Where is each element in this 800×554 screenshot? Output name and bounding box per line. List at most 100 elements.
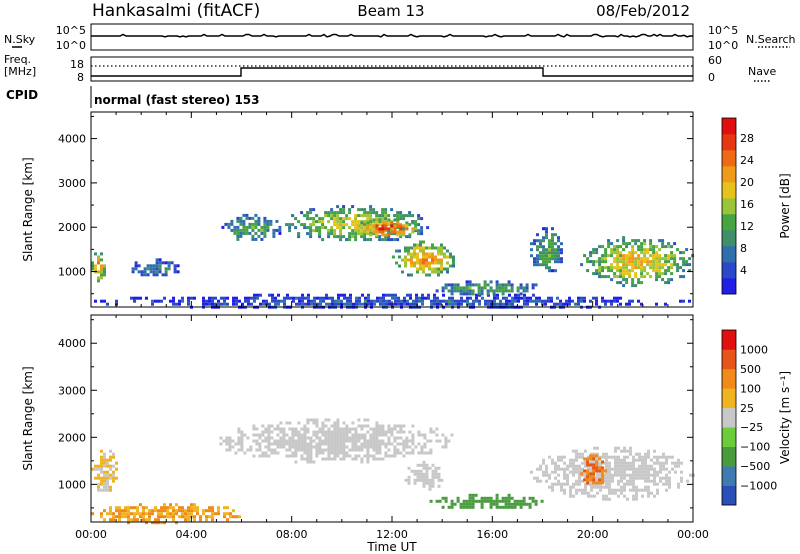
velocity-echo-cell: [605, 467, 608, 471]
velocity-echo-cell: [575, 467, 578, 471]
power-echo-cell: [554, 233, 557, 237]
time-axis: 00:00 04:00 08:00 12:00 16:00 20:00 00:00: [75, 528, 709, 541]
velocity-echo-cell: [223, 515, 226, 519]
velocity-echo-cell: [586, 457, 590, 461]
power-echo-cell: [143, 267, 147, 271]
power-echo-cell: [384, 221, 388, 225]
power-echo-cell: [236, 216, 240, 220]
power-echo-cell: [554, 260, 557, 264]
power-echo-cell: [238, 299, 241, 303]
velocity-echo-cell: [333, 424, 337, 428]
power-echo-cell: [640, 257, 644, 261]
power-echo-cell: [366, 211, 370, 215]
velocity-echo-cell: [336, 418, 340, 422]
velocity-echo-cell: [303, 424, 307, 428]
velocity-echo-cell: [601, 469, 605, 473]
velocity-echo-cell: [306, 460, 310, 464]
velocity-echo-cell: [399, 451, 403, 455]
velocity-echo-cell: [243, 433, 247, 437]
velocity-echo-cell: [109, 512, 112, 516]
velocity-colorbar-tick-label: −1000: [740, 480, 777, 493]
velocity-echo-cell: [399, 424, 403, 428]
velocity-echo-cell: [434, 469, 438, 473]
velocity-echo-cell: [318, 451, 322, 455]
power-echo-cell: [278, 231, 282, 235]
velocity-echo-cell: [294, 442, 298, 446]
velocity-echo-cell: [434, 466, 438, 470]
power-echo-cell: [628, 263, 632, 267]
power-echo-cell: [433, 299, 436, 303]
power-echo-cell: [245, 225, 249, 229]
power-echo-cell: [318, 217, 322, 221]
velocity-echo-cell: [632, 470, 635, 474]
power-echo-cell: [372, 220, 376, 224]
power-echo-cell: [363, 235, 367, 239]
power-echo-cell: [550, 299, 553, 303]
velocity-echo-cell: [620, 467, 623, 471]
velocity-echo-cell: [324, 433, 328, 437]
velocity-echo-cell: [109, 476, 112, 480]
velocity-echo-cell: [566, 464, 569, 468]
power-echo-cell: [422, 252, 425, 256]
velocity-echo-cell: [378, 439, 382, 443]
velocity-echo-cell: [434, 475, 438, 479]
velocity-echo-cell: [357, 448, 361, 452]
velocity-echo-cell: [231, 445, 235, 449]
power-echo-cell: [382, 293, 385, 297]
velocity-echo-cell: [408, 445, 412, 449]
velocity-echo-cell: [384, 454, 388, 458]
velocity-echo-cell: [109, 455, 112, 459]
x-tick-label: 00:00: [75, 528, 107, 541]
velocity-echo-cell: [626, 464, 629, 468]
power-echo-cell: [136, 296, 139, 300]
power-echo-cell: [560, 248, 563, 252]
velocity-echo-cell: [557, 455, 560, 459]
velocity-echo-cell: [363, 433, 367, 437]
velocity-echo-cell: [422, 463, 426, 467]
power-echo-cell: [443, 246, 446, 250]
power-echo-cell: [634, 251, 638, 255]
velocity-echo-cell: [578, 482, 581, 486]
power-echo-cell: [442, 293, 445, 297]
power-echo-cell: [318, 229, 322, 233]
power-echo-cell: [419, 240, 422, 244]
velocity-echo-cell: [345, 451, 349, 455]
power-echo-cell: [493, 296, 496, 300]
power-echo-cell: [178, 302, 181, 306]
power-echo-cell: [397, 302, 400, 306]
power-echo-cell: [477, 286, 481, 290]
power-echo-cell: [493, 299, 496, 303]
power-colorbar-tick-label: 24: [740, 154, 754, 167]
power-echo-cell: [155, 264, 159, 268]
velocity-echo-cell: [115, 509, 118, 513]
power-echo-cell: [263, 225, 267, 229]
velocity-colorbar-swatch: [722, 427, 736, 447]
velocity-echo-cell: [429, 430, 433, 434]
power-echo-cell: [405, 235, 409, 239]
velocity-echo-cell: [569, 458, 572, 462]
velocity-echo-cell: [294, 427, 298, 431]
velocity-echo-cell: [336, 442, 340, 446]
power-echo-cell: [248, 231, 252, 235]
power-echo-cell: [655, 254, 659, 258]
power-echo-cell: [422, 255, 425, 259]
velocity-echo-cell: [357, 418, 361, 422]
power-echo-cell: [415, 293, 418, 297]
power-echo-cell: [466, 296, 469, 300]
velocity-echo-cell: [601, 478, 605, 482]
velocity-echo-cell: [510, 496, 514, 500]
power-echo-cell: [589, 254, 593, 258]
velocity-echo-cell: [282, 430, 286, 434]
velocity-echo-cell: [154, 506, 157, 510]
power-echo-cell: [595, 269, 599, 273]
power-echo-cell: [312, 217, 316, 221]
power-echo-cell: [336, 223, 340, 227]
power-y-tick-label: 3000: [58, 177, 86, 190]
velocity-echo-cell: [620, 470, 623, 474]
velocity-echo-cell: [372, 457, 376, 461]
power-echo-cell: [422, 270, 425, 274]
velocity-echo-cell: [665, 455, 668, 459]
power-echo-cell: [367, 299, 370, 303]
velocity-echo-cell: [246, 448, 250, 452]
power-echo-cell: [155, 267, 159, 271]
